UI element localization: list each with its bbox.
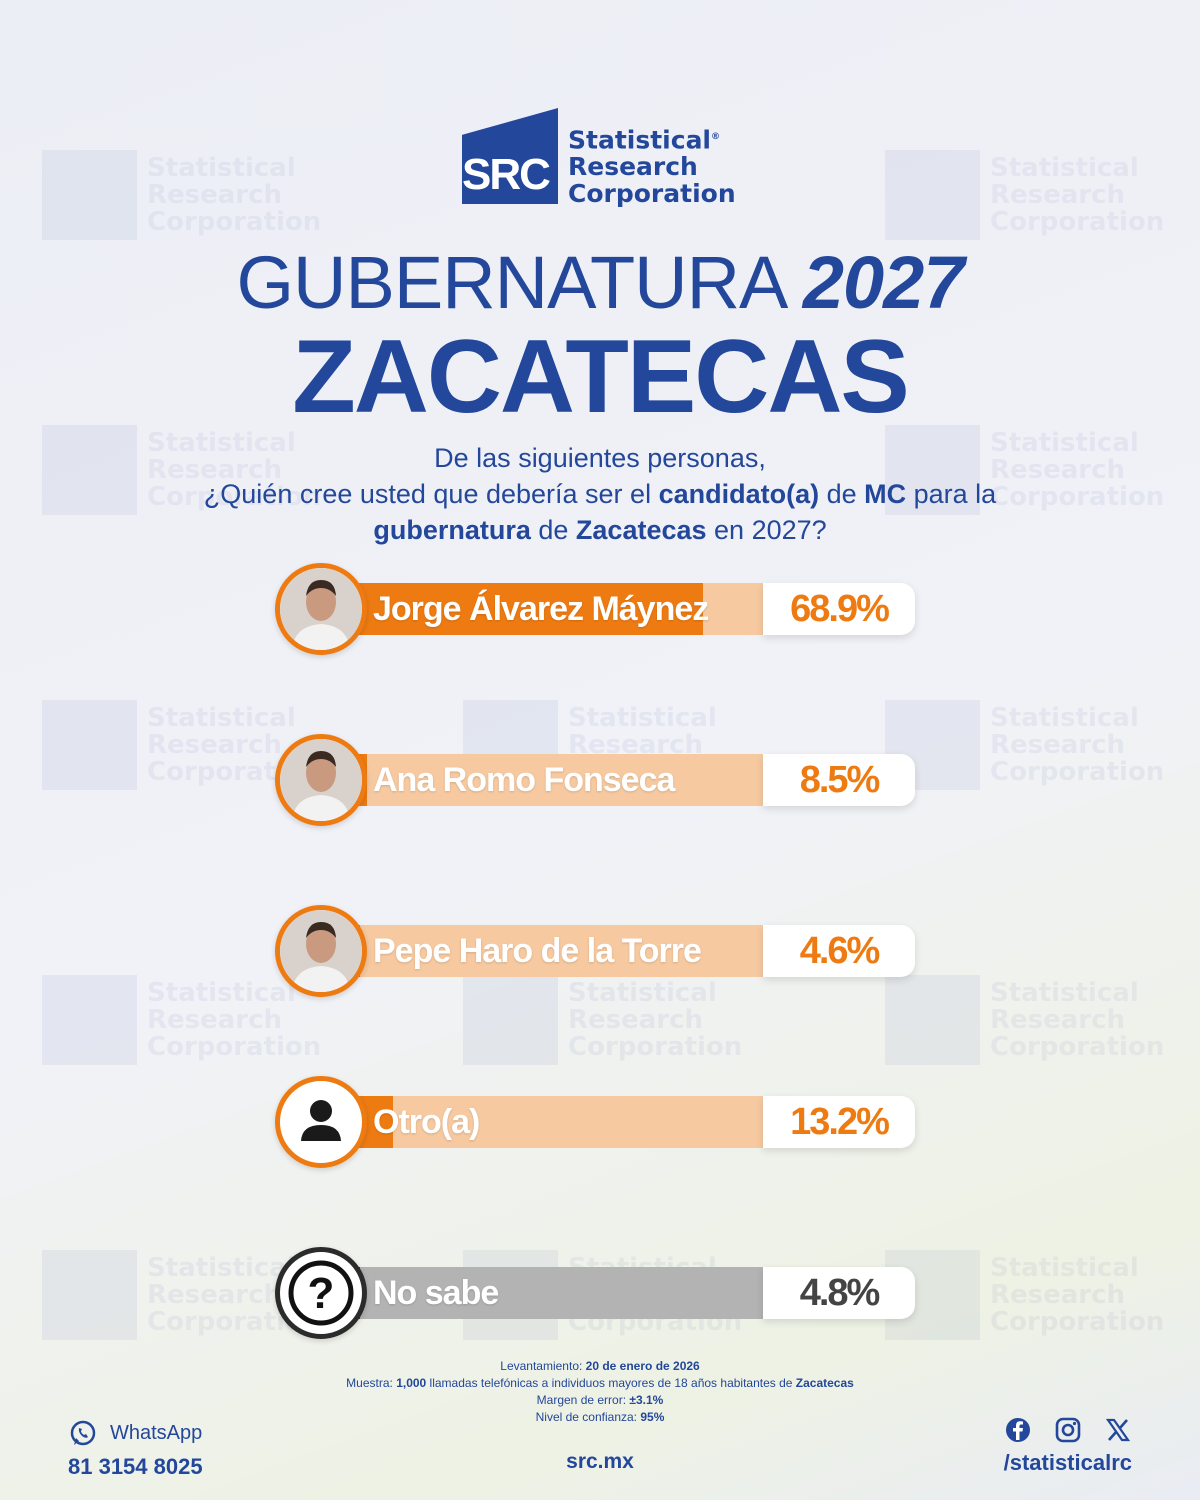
note-label: llamadas telefónicas a individuos mayore… <box>426 1376 796 1390</box>
sample-line: Muestra: 1,000 llamadas telefónicas a in… <box>0 1375 1200 1392</box>
bar-value-label: 8.5% <box>763 754 915 806</box>
website-link[interactable]: src.mx <box>566 1450 634 1473</box>
q-text: en 2027? <box>706 515 827 545</box>
facebook-icon[interactable] <box>1004 1416 1032 1444</box>
whatsapp-contact[interactable]: WhatsApp 81 3154 8025 <box>68 1418 203 1480</box>
question-line3: gubernatura de Zacatecas en 2027? <box>100 512 1100 548</box>
bar-label: Otro(a) <box>373 1103 480 1141</box>
person-photo-icon <box>275 563 367 655</box>
src-logo: SRC Statistical® Research Corporation <box>462 108 752 208</box>
logo-mark-text: SRC <box>462 150 551 199</box>
bar-track <box>320 754 765 806</box>
confidence-line: Nivel de confianza: 95% <box>0 1409 1200 1426</box>
bar-row: Otro(a) 13.2% <box>275 1076 920 1168</box>
note-value: 1,000 <box>396 1376 427 1390</box>
note-label: Nivel de confianza: <box>535 1410 641 1424</box>
note-label: Muestra: <box>346 1376 397 1390</box>
bar-value-label: 4.6% <box>763 925 915 977</box>
bar <box>320 583 703 635</box>
note-label: Margen de error: <box>536 1393 630 1407</box>
survey-question: De las siguientes personas, ¿Quién cree … <box>100 440 1100 548</box>
bar-track <box>320 1267 765 1319</box>
q-bold: MC <box>864 479 907 509</box>
bar-value-label: 68.9% <box>763 583 915 635</box>
person-photo-icon <box>275 734 367 826</box>
methodology-notes: Levantamiento: 20 de enero de 2026 Muest… <box>0 1358 1200 1426</box>
bar-label: Pepe Haro de la Torre <box>373 932 702 970</box>
note-value: Zacatecas <box>795 1376 854 1390</box>
title-main: GUBERNATURA <box>236 241 784 324</box>
bar-row: No sabe 4.8%? <box>275 1247 920 1339</box>
page-title: GUBERNATURA 2027 <box>0 240 1200 325</box>
note-label: Levantamiento: <box>500 1359 586 1373</box>
bar-track <box>320 925 765 977</box>
person-photo-icon <box>275 905 367 997</box>
phone-number[interactable]: 81 3154 8025 <box>68 1454 203 1479</box>
bar-value-label: 13.2% <box>763 1096 915 1148</box>
bar-label: No sabe <box>373 1274 499 1312</box>
q-text: ¿Quién cree usted que debería ser el <box>203 479 659 509</box>
title-year: 2027 <box>802 241 965 324</box>
bar-value-label: 4.8% <box>763 1267 915 1319</box>
social-handle[interactable]: /statisticalrc <box>1003 1450 1132 1475</box>
q-text: de <box>819 479 865 509</box>
user-silhouette-icon <box>275 1076 367 1168</box>
bar-label: Jorge Álvarez Máynez <box>373 590 709 628</box>
question-mark-icon: ? <box>275 1247 367 1339</box>
bar-row: Jorge Álvarez Máynez 68.9% <box>275 563 920 655</box>
logo-name: Statistical® Research Corporation <box>568 125 736 209</box>
whatsapp-row: WhatsApp <box>68 1418 203 1448</box>
whatsapp-label: WhatsApp <box>110 1421 203 1444</box>
margin-line: Margen de error: ±3.1% <box>0 1392 1200 1409</box>
question-line2: ¿Quién cree usted que debería ser el can… <box>100 476 1100 512</box>
logo-line1: Statistical <box>568 125 712 155</box>
question-line1: De las siguientes personas, <box>434 443 766 473</box>
bar-row: Ana Romo Fonseca 8.5% <box>275 734 920 826</box>
social-icons <box>1004 1416 1132 1444</box>
logo-line3: Corporation <box>568 179 736 209</box>
bar-row: Pepe Haro de la Torre 4.6% <box>275 905 920 997</box>
x-twitter-icon[interactable] <box>1104 1416 1132 1444</box>
state-title: ZACATECAS <box>292 319 910 435</box>
q-bold: Zacatecas <box>575 515 707 545</box>
bar-track <box>320 1096 765 1148</box>
bar-label: Ana Romo Fonseca <box>373 761 675 799</box>
q-text: de <box>530 515 576 545</box>
logo-line2: Research <box>568 152 698 182</box>
note-value: ±3.1% <box>629 1393 664 1407</box>
note-value: 20 de enero de 2026 <box>585 1359 700 1373</box>
q-text: para la <box>906 479 997 509</box>
svg-text:?: ? <box>308 1269 335 1318</box>
note-value: 95% <box>640 1410 665 1424</box>
instagram-icon[interactable] <box>1054 1416 1082 1444</box>
whatsapp-icon <box>70 1420 96 1446</box>
q-bold: gubernatura <box>373 515 531 545</box>
survey-date-line: Levantamiento: 20 de enero de 2026 <box>0 1358 1200 1375</box>
social-links: /statisticalrc <box>1004 1416 1132 1476</box>
q-bold: candidato(a) <box>658 479 820 509</box>
